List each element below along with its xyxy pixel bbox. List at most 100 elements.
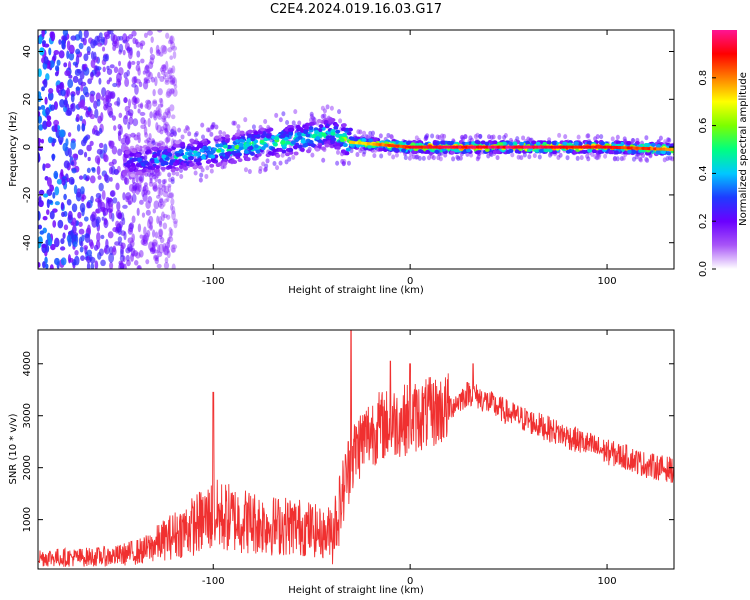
heatmap-cell (547, 148, 553, 153)
heatmap-cell (170, 87, 175, 94)
x-tick-label: 0 (407, 576, 413, 587)
heatmap-cell (142, 186, 147, 192)
heatmap-cell (178, 167, 183, 173)
heatmap-cell (38, 124, 44, 131)
heatmap-cell (67, 254, 72, 264)
heatmap-cell (58, 50, 65, 59)
heatmap-cell (132, 185, 137, 191)
heatmap-cell (214, 135, 220, 140)
heatmap-cell (599, 141, 605, 146)
heatmap-cell (247, 129, 253, 134)
heatmap-cell (68, 52, 75, 61)
heatmap-panel: -100 0 100 -40 -20 0 20 40 Height of straight … (8, 29, 675, 296)
heatmap-cell (132, 118, 139, 127)
heatmap-cell (149, 247, 154, 252)
heatmap-cell (151, 241, 158, 247)
heatmap-cell (209, 131, 214, 137)
heatmap-cell (153, 254, 158, 261)
heatmap-cell (166, 110, 172, 119)
heatmap-cell (109, 92, 115, 99)
heatmap-cell (38, 262, 41, 268)
heatmap-cell (421, 155, 426, 161)
heatmap-cell (255, 149, 261, 154)
heatmap-cell (159, 204, 164, 210)
heatmap-cell (124, 177, 130, 185)
heatmap-cell (340, 127, 346, 132)
heatmap-cell (94, 155, 101, 164)
heatmap-cell (243, 149, 249, 154)
snr-x-ticks: -100 0 100 (202, 330, 617, 587)
heatmap-cell (214, 124, 219, 130)
heatmap-cell (49, 184, 55, 192)
heatmap-cell (118, 43, 124, 53)
heatmap-cell (152, 181, 158, 190)
heatmap-cell (148, 215, 154, 225)
heatmap-cell (210, 124, 215, 130)
heatmap-cell (47, 199, 53, 204)
heatmap-cell (518, 141, 524, 146)
heatmap-cell (127, 98, 132, 109)
heatmap-cell (131, 233, 135, 242)
heatmap-cell (245, 157, 251, 162)
heatmap-cell (167, 67, 173, 76)
heatmap-cell (321, 157, 326, 163)
heatmap-cell (442, 133, 447, 139)
heatmap-cell (157, 186, 161, 197)
heatmap-cell (146, 149, 152, 154)
colorbar-tick-label: 0.8 (698, 70, 709, 86)
heatmap-cell (243, 167, 248, 173)
heatmap-cell (546, 140, 552, 145)
heatmap-cell (78, 221, 83, 227)
heatmap-cell (130, 162, 136, 167)
heatmap-cell (63, 98, 68, 108)
heatmap-cell (126, 259, 131, 267)
heatmap-cell (81, 123, 86, 132)
heatmap-cell (666, 151, 672, 156)
heatmap-cell (599, 134, 604, 140)
heatmap-cell (139, 42, 144, 50)
heatmap-cell (260, 134, 266, 139)
heatmap-cell (172, 218, 178, 225)
heatmap-cell (510, 152, 515, 158)
heatmap-cell (128, 33, 134, 40)
heatmap-cell (96, 165, 101, 176)
heatmap-cell (101, 189, 106, 200)
heatmap-cell (139, 234, 144, 239)
heatmap-cell (116, 97, 121, 107)
heatmap-cell (139, 199, 144, 205)
heatmap-cell (164, 79, 170, 85)
heatmap-cell (427, 155, 432, 161)
heatmap-cell (67, 132, 72, 138)
heatmap-cell (137, 182, 142, 188)
heatmap-cell (341, 161, 346, 167)
heatmap-cell (152, 99, 158, 104)
heatmap-cell (157, 178, 162, 184)
heatmap-cell (131, 149, 137, 154)
heatmap-cell (356, 129, 361, 135)
heatmap-cell (173, 84, 178, 89)
heatmap-cell (155, 110, 159, 116)
heatmap-cell (60, 257, 67, 266)
heatmap-cell (45, 73, 50, 81)
heatmap-cell (132, 157, 138, 162)
heatmap-cell (157, 183, 163, 190)
heatmap-cell (113, 169, 119, 175)
heatmap-cell (162, 245, 169, 256)
heatmap-cell (322, 113, 327, 119)
heatmap-cell (101, 46, 106, 52)
heatmap-cell (100, 259, 106, 267)
heatmap-cell (172, 76, 178, 87)
heatmap-cell (418, 149, 424, 154)
heatmap-cell (209, 163, 215, 168)
heatmap-cell (391, 154, 396, 160)
heatmap-cell (166, 239, 171, 248)
heatmap-cell (586, 156, 591, 162)
heatmap-cell (136, 60, 141, 65)
heatmap-cell (188, 162, 194, 167)
heatmap-cell (157, 103, 164, 108)
heatmap-cell (187, 152, 193, 157)
heatmap-cell (90, 71, 94, 78)
heatmap-cell (94, 129, 99, 136)
heatmap-cell (253, 144, 259, 149)
heatmap-cell (123, 97, 128, 103)
